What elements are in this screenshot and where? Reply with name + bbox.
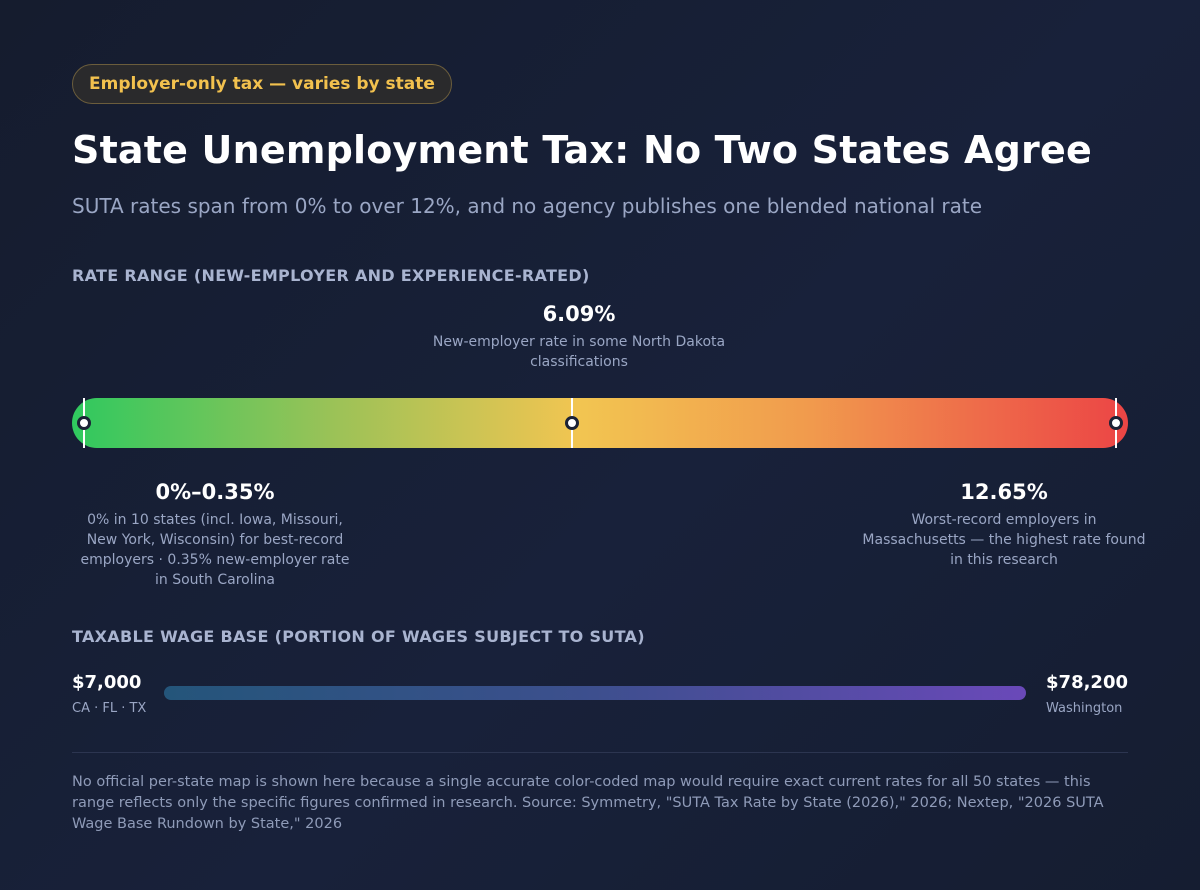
high-rate-value: 12.65% [960,480,1048,504]
source-footnote: No official per-state map is shown here … [72,774,1104,832]
mid-rate-description: New-employer rate in some North Dakota c… [432,334,726,370]
mid-rate-callout: 6.09% New-employer rate in some North Da… [430,302,728,372]
wage-base-min-states: CA · FL · TX [72,701,147,716]
low-rate-description: 0% in 10 states (incl. Iowa, Missouri, N… [80,512,350,588]
page-subtitle: SUTA rates span from 0% to over 12%, and… [72,194,983,218]
wage-base-min: $7,000 CA · FL · TX [72,672,146,716]
mid-rate-value: 6.09% [542,302,616,326]
low-rate-value: 0%–0.35% [155,480,275,504]
category-badge: Employer-only tax — varies by state [72,64,452,104]
wage-base-max-value: $78,200 [1046,672,1128,693]
wage-base-min-value: $7,000 [72,672,142,693]
wage-base-max-states: Washington [1046,701,1123,716]
footer-divider [72,752,1128,753]
page-title: State Unemployment Tax: No Two States Ag… [72,128,1092,172]
high-rate-marker-dot [1109,416,1123,430]
mid-rate-marker-dot [565,416,580,430]
rate-range-section-label: RATE RANGE (NEW-EMPLOYER AND EXPERIENCE-… [72,266,590,285]
wage-base-gradient-bar [164,686,1026,700]
low-rate-callout: 0%–0.35% 0% in 10 states (incl. Iowa, Mi… [72,480,358,590]
high-rate-description: Worst-record employers in Massachusetts … [862,512,1146,568]
rate-range-gradient-bar [72,398,1128,448]
low-rate-marker-dot [77,416,91,430]
wage-base-max: $78,200 Washington [1046,672,1128,716]
high-rate-callout: 12.65% Worst-record employers in Massach… [862,480,1146,570]
wage-base-section-label: TAXABLE WAGE BASE (PORTION OF WAGES SUBJ… [72,627,645,646]
